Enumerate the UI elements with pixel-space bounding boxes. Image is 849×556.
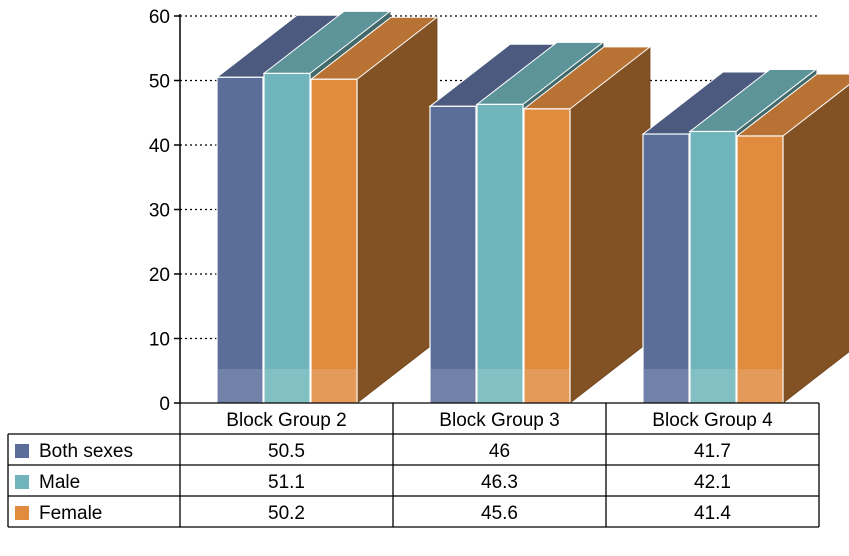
legend-swatch bbox=[15, 475, 29, 489]
category-label: Block Group 3 bbox=[439, 410, 559, 431]
y-tick-label: 30 bbox=[149, 201, 170, 222]
category-label: Block Group 4 bbox=[652, 410, 773, 431]
bar-female-3 bbox=[522, 46, 652, 404]
bar-female-2 bbox=[309, 16, 439, 404]
bars bbox=[215, 10, 849, 404]
y-tick-label: 20 bbox=[149, 265, 170, 286]
y-tick-label: 40 bbox=[149, 136, 170, 157]
legend-label: Male bbox=[39, 472, 80, 493]
data-label: 50.5 bbox=[268, 441, 305, 462]
data-label: 46 bbox=[489, 441, 510, 462]
data-label: 50.2 bbox=[268, 503, 305, 524]
data-label: 45.6 bbox=[481, 503, 518, 524]
data-label: 41.4 bbox=[694, 503, 731, 524]
bar-female-4 bbox=[735, 73, 849, 404]
data-table: Block Group 2 Block Group 3 Block Group 4 B… bbox=[7, 402, 820, 528]
y-tick-label: 50 bbox=[149, 72, 170, 93]
y-tick-label: 0 bbox=[159, 394, 170, 415]
data-label: 42.1 bbox=[694, 472, 731, 493]
y-axis: 0 10 20 30 40 50 60 bbox=[149, 7, 181, 415]
data-label: 46.3 bbox=[481, 472, 518, 493]
legend-swatch bbox=[15, 444, 29, 458]
legend-label: Both sexes bbox=[39, 441, 133, 462]
category-label: Block Group 2 bbox=[226, 410, 346, 431]
data-label: 41.7 bbox=[694, 441, 731, 462]
data-label: 51.1 bbox=[268, 472, 305, 493]
y-tick-label: 60 bbox=[149, 7, 170, 28]
legend-swatch bbox=[15, 506, 29, 520]
y-tick-label: 10 bbox=[149, 330, 170, 351]
legend-label: Female bbox=[39, 503, 102, 524]
